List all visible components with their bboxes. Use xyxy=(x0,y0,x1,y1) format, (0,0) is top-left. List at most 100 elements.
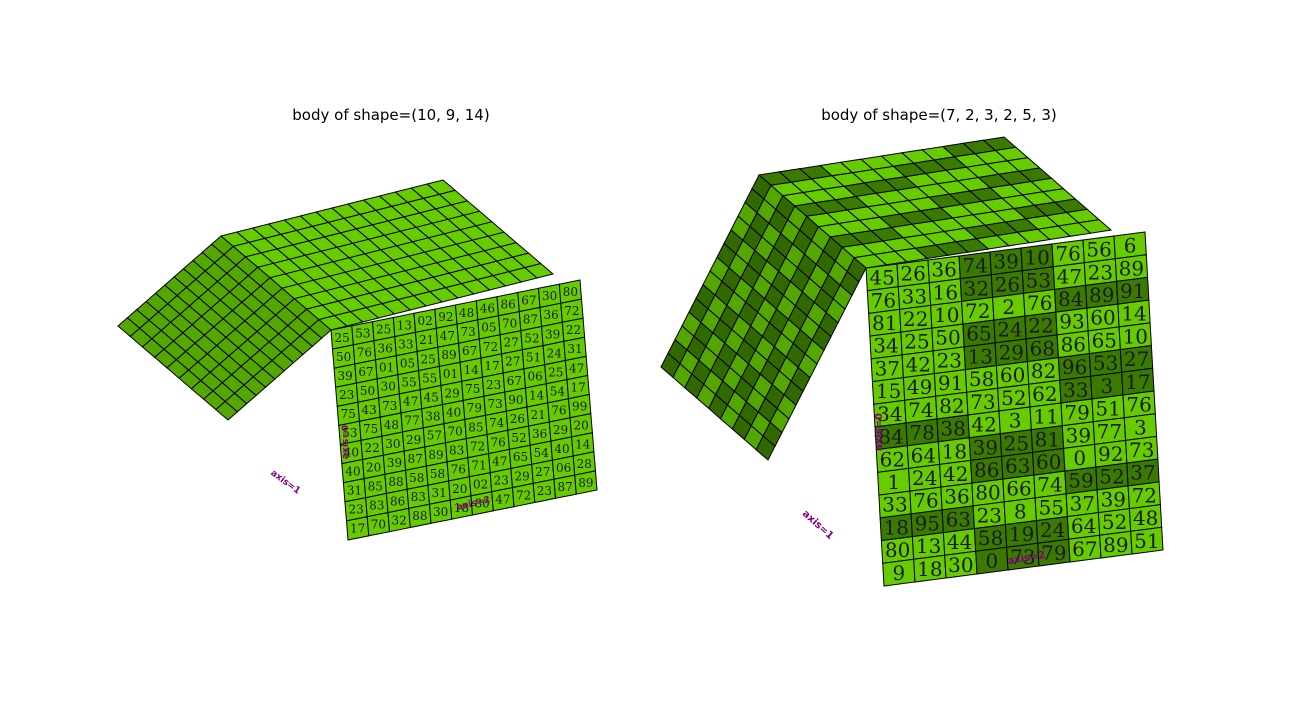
front-face-cell-value: 62 xyxy=(1032,382,1057,406)
front-face-cell-value: 21 xyxy=(531,408,546,422)
front-face-cell-value: 60 xyxy=(1090,306,1115,330)
front-face-cell-value: 58 xyxy=(969,367,994,391)
front-face-cell-value: 82 xyxy=(1031,359,1056,383)
front-face-cell-value: 90 xyxy=(508,393,523,407)
front-face-cell-value: 44 xyxy=(947,530,972,554)
front-face-cell-value: 02 xyxy=(473,478,488,492)
front-face-cell-value: 77 xyxy=(1097,419,1122,443)
front-face-cell-value: 22 xyxy=(1028,314,1053,338)
front-face-cell-value: 51 xyxy=(526,351,541,365)
front-face-cell-value: 29 xyxy=(999,340,1024,364)
front-face-cell-value: 39 xyxy=(545,327,560,341)
front-face-cell-value: 76 xyxy=(871,288,896,312)
front-face-cell-value: 8 xyxy=(1014,499,1027,523)
front-face-cell-value: 78 xyxy=(909,421,934,445)
front-face-cell-value: 68 xyxy=(1030,336,1055,360)
front-face-cell-value: 10 xyxy=(1123,324,1148,348)
front-face-cell-value: 54 xyxy=(534,446,550,460)
front-face-cell-value: 36 xyxy=(944,485,969,509)
front-face-cell-value: 23 xyxy=(1088,260,1113,284)
front-face-cell-value: 28 xyxy=(577,457,592,471)
front-face-cell-value: 26 xyxy=(995,272,1020,296)
front-face-cell-value: 16 xyxy=(933,280,958,304)
front-face-cell-value: 84 xyxy=(1058,287,1083,311)
front-face-cell-value: 13 xyxy=(968,344,993,368)
front-face-cell-value: 63 xyxy=(1005,454,1030,478)
front-face-cell-value: 25 xyxy=(1004,431,1029,455)
front-face-cell-value: 86 xyxy=(974,458,999,482)
front-face-cell-value: 40 xyxy=(446,405,461,419)
front-face-cell-value: 96 xyxy=(1062,355,1087,379)
front-face-cell-value: 67 xyxy=(1072,537,1097,561)
front-face-cell-value: 11 xyxy=(1033,405,1058,429)
front-face-cell-value: 0 xyxy=(986,549,999,573)
front-face-cell-value: 39 xyxy=(338,369,353,383)
front-face-cell-value: 13 xyxy=(397,318,412,332)
front-face-cell-value: 72 xyxy=(483,340,498,354)
front-face-cell-value: 83 xyxy=(449,444,464,458)
front-face-cell-value: 39 xyxy=(993,250,1018,274)
front-face-cell-value: 23 xyxy=(494,473,509,487)
front-face-cell-value: 76 xyxy=(1055,242,1080,266)
front-face-cell-value: 57 xyxy=(427,429,442,443)
front-face-cell-value: 71 xyxy=(471,459,486,473)
front-face-cell-value: 47 xyxy=(440,329,455,343)
front-face-cell-value: 32 xyxy=(391,513,406,527)
front-face-cell-value: 46 xyxy=(480,302,495,316)
front-face-cell-value: 86 xyxy=(500,297,515,311)
front-face-cell-value: 67 xyxy=(358,365,373,379)
front-face-cell-value: 73 xyxy=(487,397,502,411)
front-face-cell-value: 91 xyxy=(1120,279,1145,303)
front-face-cell-value: 23 xyxy=(977,503,1002,527)
front-face-cell-value: 42 xyxy=(906,352,931,376)
front-face-cell-value: 85 xyxy=(468,420,483,434)
front-face-cell-value: 45 xyxy=(424,391,439,405)
front-face-cell-value: 2 xyxy=(1002,295,1015,319)
front-face-cell-value: 64 xyxy=(911,443,936,467)
front-face-cell-value: 91 xyxy=(938,371,963,395)
front-face-cell-value: 05 xyxy=(481,321,496,335)
front-face-cell-value: 63 xyxy=(946,507,971,531)
front-face-cell-value: 3 xyxy=(1009,409,1022,433)
front-face-cell-value: 39 xyxy=(973,435,998,459)
front-face-cell-value: 80 xyxy=(474,497,489,511)
front-face-cell-value: 37 xyxy=(875,356,900,380)
front-face-cell-value: 76 xyxy=(357,346,372,360)
front-face-cell-value: 21 xyxy=(419,333,434,347)
front-face-cell-value: 17 xyxy=(570,380,585,394)
front-face-cell-value: 52 xyxy=(1099,465,1124,489)
front-face-cell-value: 17 xyxy=(350,522,365,536)
front-face-cell-value: 1 xyxy=(887,470,900,494)
front-face-cell-value: 42 xyxy=(943,462,968,486)
front-face-cell-value: 24 xyxy=(912,466,937,490)
front-face-cell-value: 76 xyxy=(451,463,466,477)
front-face-cell-value: 86 xyxy=(390,494,405,508)
front-face-cell-value: 84 xyxy=(878,425,903,449)
front-face-cell-value: 60 xyxy=(1036,450,1061,474)
front-face-cell-value: 29 xyxy=(553,423,568,437)
front-face-cell-value: 20 xyxy=(574,419,589,433)
front-face-cell-value: 22 xyxy=(365,441,380,455)
front-face-cell-value: 30 xyxy=(948,553,973,577)
front-face-cell-value: 18 xyxy=(917,557,942,581)
front-face-cell-value: 33 xyxy=(882,493,907,517)
front-face-cell-value: 89 xyxy=(441,348,456,362)
front-face-cell-value: 53 xyxy=(1093,351,1118,375)
front-face-cell-value: 34 xyxy=(877,402,902,426)
front-face-cell-value: 10 xyxy=(1024,246,1049,270)
front-face-cell-value: 92 xyxy=(438,310,453,324)
front-face-cell-value: 06 xyxy=(556,461,571,475)
front-face-cell-value: 26 xyxy=(510,412,525,426)
front-face-cell-value: 75 xyxy=(465,382,480,396)
front-face-cell-value: 27 xyxy=(504,336,519,350)
front-face-cell-value: 76 xyxy=(551,404,566,418)
front-face-cell-value: 87 xyxy=(523,312,538,326)
front-face-cell-value: 24 xyxy=(997,318,1022,342)
front-face-cell-value: 18 xyxy=(884,515,909,539)
front-face-cell-value: 17 xyxy=(484,359,499,373)
front-face-cell-value: 72 xyxy=(965,299,990,323)
front-face-cell-value: 52 xyxy=(511,431,526,445)
front-face-cell-value: 23 xyxy=(937,348,962,372)
